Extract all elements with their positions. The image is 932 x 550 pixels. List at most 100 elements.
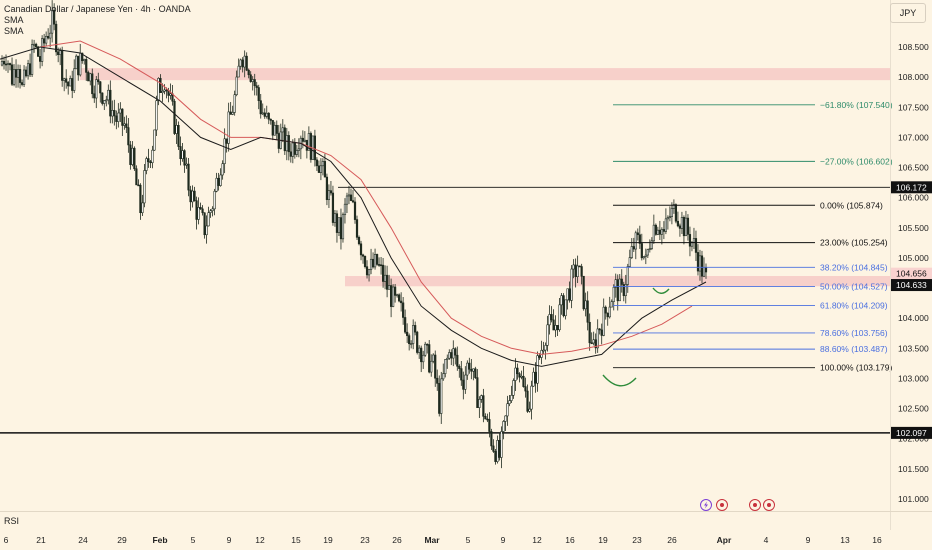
- candle-body[interactable]: [345, 195, 349, 205]
- candle-body[interactable]: [654, 224, 657, 235]
- candle-body[interactable]: [297, 148, 300, 151]
- candle-body[interactable]: [307, 133, 310, 151]
- candle-body[interactable]: [163, 89, 166, 92]
- candle-body[interactable]: [257, 87, 260, 101]
- candle-body[interactable]: [594, 339, 597, 349]
- candle-body[interactable]: [624, 284, 627, 297]
- candle-body[interactable]: [632, 246, 635, 250]
- candle-body[interactable]: [458, 365, 461, 369]
- candle-body[interactable]: [365, 266, 369, 276]
- candle-body[interactable]: [444, 359, 447, 374]
- candle-body[interactable]: [412, 325, 415, 344]
- candle-body[interactable]: [478, 399, 481, 408]
- candle-body[interactable]: [81, 52, 84, 62]
- smile-annotation[interactable]: [602, 374, 637, 387]
- candle-body[interactable]: [518, 373, 521, 378]
- candle-body[interactable]: [620, 278, 623, 285]
- candle-body[interactable]: [373, 254, 377, 268]
- candle-body[interactable]: [562, 295, 565, 317]
- candle-body[interactable]: [239, 59, 242, 67]
- candle-body[interactable]: [145, 158, 148, 171]
- candle-body[interactable]: [377, 264, 381, 266]
- pane-divider[interactable]: [0, 511, 932, 512]
- candle-body[interactable]: [275, 124, 278, 134]
- candle-body[interactable]: [520, 375, 523, 378]
- candle-body[interactable]: [329, 190, 333, 194]
- candle-body[interactable]: [333, 213, 337, 223]
- candle-body[interactable]: [6, 63, 10, 65]
- candle-body[interactable]: [674, 204, 678, 222]
- candle-body[interactable]: [448, 352, 451, 359]
- candle-body[interactable]: [638, 234, 641, 244]
- candle-body[interactable]: [183, 150, 186, 166]
- legend-title[interactable]: Canadian Dollar / Japanese Yen · 4h · OA…: [4, 4, 191, 14]
- candle-body[interactable]: [662, 229, 665, 232]
- candle-body[interactable]: [442, 373, 445, 380]
- candle-body[interactable]: [277, 133, 280, 149]
- candle-body[interactable]: [67, 82, 70, 87]
- candle-body[interactable]: [235, 76, 238, 95]
- candle-body[interactable]: [538, 355, 541, 358]
- candle-body[interactable]: [560, 295, 563, 306]
- candle-body[interactable]: [287, 135, 290, 153]
- candle-body[interactable]: [113, 110, 116, 117]
- candle-body[interactable]: [578, 265, 581, 268]
- candle-body[interactable]: [151, 149, 154, 164]
- candle-body[interactable]: [59, 50, 62, 56]
- candle-body[interactable]: [4, 63, 8, 66]
- candle-body[interactable]: [602, 306, 605, 336]
- candle-body[interactable]: [37, 46, 40, 57]
- candle-body[interactable]: [0, 61, 4, 66]
- candle-body[interactable]: [229, 111, 232, 115]
- candle-body[interactable]: [139, 184, 142, 214]
- candle-body[interactable]: [622, 284, 625, 297]
- candle-body[interactable]: [361, 254, 365, 257]
- candle-body[interactable]: [28, 63, 32, 75]
- candle-body[interactable]: [670, 207, 674, 217]
- candle-body[interactable]: [454, 348, 457, 356]
- candle-body[interactable]: [390, 285, 393, 307]
- candle-body[interactable]: [432, 354, 435, 362]
- candle-body[interactable]: [47, 35, 50, 39]
- candle-body[interactable]: [119, 108, 122, 114]
- candle-body[interactable]: [534, 371, 537, 384]
- candle-body[interactable]: [500, 431, 503, 458]
- candle-body[interactable]: [466, 362, 469, 376]
- candle-body[interactable]: [75, 55, 78, 70]
- candle-body[interactable]: [301, 137, 304, 142]
- candle-body[interactable]: [484, 416, 487, 420]
- candle-body[interactable]: [598, 328, 601, 331]
- candle-body[interactable]: [684, 217, 688, 237]
- candle-body[interactable]: [696, 252, 700, 272]
- candle-body[interactable]: [261, 112, 264, 115]
- candle-body[interactable]: [233, 94, 236, 113]
- candle-body[interactable]: [676, 220, 680, 227]
- candle-body[interactable]: [532, 371, 535, 387]
- candle-body[interactable]: [512, 380, 515, 396]
- candle-body[interactable]: [482, 395, 485, 417]
- candle-body[interactable]: [460, 368, 463, 381]
- candle-body[interactable]: [2, 61, 6, 65]
- candle-body[interactable]: [115, 115, 118, 122]
- candle-body[interactable]: [616, 279, 619, 302]
- candle-body[interactable]: [159, 78, 162, 93]
- candle-body[interactable]: [195, 200, 198, 220]
- candle-body[interactable]: [580, 266, 583, 277]
- candle-body[interactable]: [388, 285, 391, 290]
- sma-black-line[interactable]: [0, 46, 707, 367]
- candle-body[interactable]: [99, 81, 102, 94]
- candle-body[interactable]: [265, 112, 268, 117]
- candle-body[interactable]: [536, 355, 539, 384]
- candle-body[interactable]: [406, 331, 409, 336]
- candle-body[interactable]: [51, 9, 54, 34]
- candle-body[interactable]: [375, 254, 379, 265]
- candle-body[interactable]: [600, 329, 603, 336]
- candle-body[interactable]: [351, 200, 355, 203]
- candle-body[interactable]: [694, 238, 698, 253]
- candle-body[interactable]: [408, 335, 411, 345]
- candle-body[interactable]: [510, 395, 513, 401]
- candle-body[interactable]: [22, 69, 26, 85]
- candle-body[interactable]: [606, 312, 609, 318]
- currency-button[interactable]: JPY: [890, 3, 926, 23]
- candle-body[interactable]: [516, 367, 519, 375]
